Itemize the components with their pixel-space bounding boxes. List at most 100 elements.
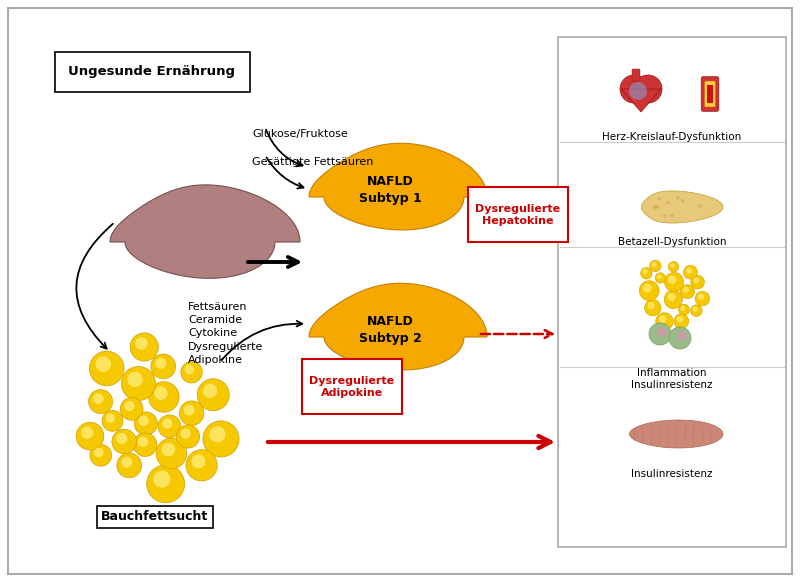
Circle shape bbox=[191, 455, 206, 469]
Text: NAFLD
Subtyp 2: NAFLD Subtyp 2 bbox=[358, 315, 422, 345]
Polygon shape bbox=[630, 420, 723, 448]
Circle shape bbox=[677, 316, 683, 322]
Circle shape bbox=[629, 82, 647, 100]
Circle shape bbox=[683, 287, 690, 293]
Circle shape bbox=[181, 361, 202, 383]
Circle shape bbox=[690, 305, 702, 317]
Circle shape bbox=[658, 315, 666, 323]
Circle shape bbox=[94, 448, 103, 457]
Text: Glukose/Fruktose: Glukose/Fruktose bbox=[252, 129, 348, 139]
Circle shape bbox=[667, 293, 675, 301]
Circle shape bbox=[652, 262, 657, 267]
Circle shape bbox=[76, 423, 104, 450]
Text: Bauchfettsucht: Bauchfettsucht bbox=[102, 510, 209, 523]
Circle shape bbox=[620, 75, 648, 103]
FancyBboxPatch shape bbox=[468, 187, 568, 242]
Circle shape bbox=[95, 356, 111, 372]
Circle shape bbox=[151, 354, 176, 379]
Circle shape bbox=[668, 275, 677, 284]
Text: Betazell-Dysfunktion: Betazell-Dysfunktion bbox=[618, 237, 726, 247]
Circle shape bbox=[686, 267, 692, 274]
Circle shape bbox=[634, 75, 662, 103]
Circle shape bbox=[130, 333, 158, 361]
Circle shape bbox=[149, 382, 179, 412]
Circle shape bbox=[680, 306, 686, 311]
Circle shape bbox=[121, 457, 132, 468]
Text: Dysregulierte
Hepatokine: Dysregulierte Hepatokine bbox=[475, 204, 561, 226]
Circle shape bbox=[81, 427, 94, 439]
Polygon shape bbox=[110, 185, 300, 278]
Circle shape bbox=[177, 425, 200, 448]
Circle shape bbox=[683, 265, 698, 279]
Circle shape bbox=[665, 272, 684, 292]
Circle shape bbox=[186, 450, 218, 481]
Circle shape bbox=[210, 426, 226, 442]
FancyBboxPatch shape bbox=[302, 359, 402, 414]
Circle shape bbox=[693, 307, 698, 312]
Circle shape bbox=[162, 418, 172, 429]
Circle shape bbox=[639, 281, 659, 300]
FancyBboxPatch shape bbox=[705, 81, 715, 107]
Text: Gesättigte Fettsäuren: Gesättigte Fettsäuren bbox=[252, 157, 374, 167]
Circle shape bbox=[655, 273, 666, 283]
Circle shape bbox=[681, 199, 684, 203]
Circle shape bbox=[676, 196, 680, 200]
Circle shape bbox=[90, 351, 124, 386]
Circle shape bbox=[158, 415, 181, 438]
Circle shape bbox=[658, 197, 661, 200]
Circle shape bbox=[657, 274, 662, 279]
Circle shape bbox=[184, 404, 194, 416]
Circle shape bbox=[642, 269, 648, 275]
Circle shape bbox=[698, 293, 704, 300]
Circle shape bbox=[664, 290, 682, 308]
Circle shape bbox=[138, 436, 148, 447]
Circle shape bbox=[154, 386, 168, 400]
Text: NAFLD
Subtyp 1: NAFLD Subtyp 1 bbox=[358, 175, 422, 205]
Circle shape bbox=[90, 445, 112, 466]
Circle shape bbox=[155, 358, 166, 369]
Circle shape bbox=[670, 214, 674, 218]
Circle shape bbox=[179, 401, 204, 425]
Circle shape bbox=[670, 263, 675, 268]
Circle shape bbox=[120, 398, 143, 420]
Text: Fettsäuren
Ceramide
Cytokine
Dysregulierte
Adipokine: Fettsäuren Ceramide Cytokine Dysregulier… bbox=[188, 302, 263, 365]
Circle shape bbox=[693, 278, 699, 283]
Circle shape bbox=[106, 413, 115, 423]
FancyBboxPatch shape bbox=[558, 37, 786, 547]
Circle shape bbox=[135, 337, 148, 350]
Polygon shape bbox=[309, 143, 487, 230]
Text: Herz-Kreislauf-Dysfunktion: Herz-Kreislauf-Dysfunktion bbox=[602, 132, 742, 142]
Circle shape bbox=[203, 384, 218, 398]
Circle shape bbox=[663, 214, 666, 218]
Circle shape bbox=[162, 443, 175, 456]
Polygon shape bbox=[642, 191, 723, 223]
Circle shape bbox=[116, 433, 127, 444]
Circle shape bbox=[156, 438, 186, 469]
Circle shape bbox=[124, 401, 134, 411]
FancyBboxPatch shape bbox=[701, 77, 719, 111]
Circle shape bbox=[677, 331, 687, 341]
Circle shape bbox=[649, 323, 671, 345]
Circle shape bbox=[668, 261, 678, 272]
Circle shape bbox=[654, 204, 658, 208]
Circle shape bbox=[89, 389, 113, 414]
Polygon shape bbox=[309, 283, 487, 370]
Circle shape bbox=[643, 283, 652, 293]
Circle shape bbox=[138, 416, 149, 426]
Circle shape bbox=[127, 372, 142, 387]
Text: Insulinresistenz: Insulinresistenz bbox=[631, 469, 713, 479]
Text: Ungesunde Ernährung: Ungesunde Ernährung bbox=[69, 66, 235, 79]
Circle shape bbox=[117, 453, 142, 478]
Circle shape bbox=[698, 204, 702, 208]
Circle shape bbox=[656, 313, 673, 330]
Circle shape bbox=[669, 327, 691, 349]
Text: Dysregulierte
Adipokine: Dysregulierte Adipokine bbox=[310, 376, 394, 398]
Circle shape bbox=[134, 433, 157, 456]
Circle shape bbox=[681, 285, 694, 299]
Circle shape bbox=[198, 379, 230, 411]
FancyBboxPatch shape bbox=[707, 85, 713, 103]
Circle shape bbox=[650, 260, 661, 272]
Circle shape bbox=[93, 393, 104, 404]
FancyBboxPatch shape bbox=[8, 8, 792, 574]
Circle shape bbox=[690, 275, 705, 289]
